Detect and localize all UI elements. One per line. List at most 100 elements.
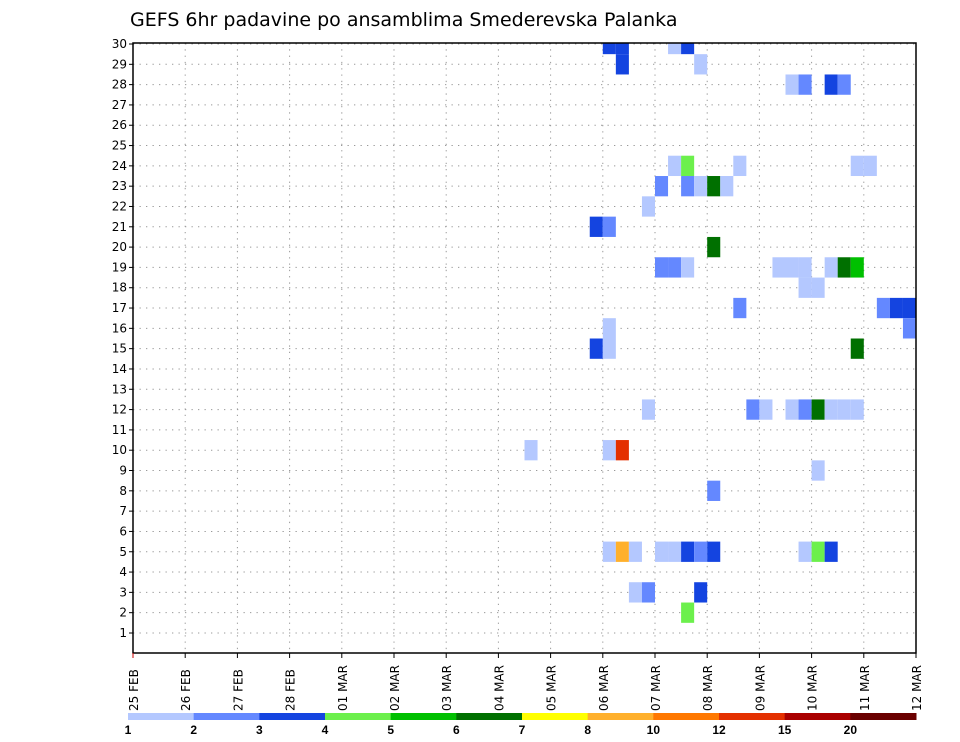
colorbar-legend: 1 2 3 4 5 6 7 8 10 12 15 20 xyxy=(125,713,917,737)
heatmap-cell xyxy=(850,257,864,278)
heatmap-cell xyxy=(694,176,708,197)
heatmap-cell xyxy=(746,399,760,420)
y-tick-label: 22 xyxy=(112,199,127,213)
y-tick-label: 12 xyxy=(112,403,127,417)
legend-swatch xyxy=(325,713,392,720)
heatmap-cell xyxy=(694,541,708,562)
y-tick-label: 23 xyxy=(112,179,127,193)
heatmap-cell xyxy=(785,399,799,420)
x-tick-label: 27 FEB xyxy=(231,669,245,711)
y-tick-label: 10 xyxy=(112,443,127,457)
y-tick-label: 27 xyxy=(112,98,127,112)
heatmap-cell xyxy=(798,74,812,95)
heatmap-cell xyxy=(824,399,838,420)
heatmap-cell xyxy=(589,216,603,237)
heatmap-cell xyxy=(681,257,695,278)
y-tick-label: 30 xyxy=(112,37,127,51)
heatmap-cell xyxy=(824,541,838,562)
y-tick-label: 24 xyxy=(112,159,127,173)
y-tick-label: 2 xyxy=(119,606,127,620)
y-tick-label: 28 xyxy=(112,78,127,92)
heatmap-cell xyxy=(785,74,799,95)
y-tick-label: 13 xyxy=(112,382,127,396)
heatmap-cell xyxy=(668,155,682,177)
heatmap-cell xyxy=(641,196,655,217)
x-tick-label: 08 MAR xyxy=(701,665,715,711)
legend-label: 20 xyxy=(844,723,858,737)
legend-swatch xyxy=(784,713,851,720)
heatmap-cell xyxy=(811,399,825,420)
heatmap-cell xyxy=(837,74,851,95)
heatmap-cell xyxy=(707,176,721,197)
legend-swatch xyxy=(193,713,260,720)
heatmap-cell xyxy=(655,541,669,562)
x-tick-label: 02 MAR xyxy=(388,665,402,711)
y-tick-label: 3 xyxy=(119,585,127,599)
heatmap-cell xyxy=(628,541,642,562)
plot-frame xyxy=(132,42,917,654)
y-tick-label: 11 xyxy=(112,423,127,437)
x-tick-label: 25 FEB xyxy=(127,669,141,711)
heatmap-cell xyxy=(655,257,669,278)
x-tick-label: 09 MAR xyxy=(753,665,767,711)
y-tick-label: 8 xyxy=(119,484,127,498)
heatmap-cell xyxy=(668,541,682,562)
legend-swatch xyxy=(259,713,326,720)
x-tick-label: 04 MAR xyxy=(492,665,506,711)
y-tick-label: 15 xyxy=(112,342,127,356)
y-tick-label: 20 xyxy=(112,240,127,254)
heatmap-cell xyxy=(681,43,695,55)
heatmap-cell xyxy=(733,297,747,319)
y-tick-label: 5 xyxy=(119,545,127,559)
y-tick-label: 25 xyxy=(112,139,127,153)
heatmap-cell xyxy=(694,54,708,75)
heatmap-cell xyxy=(798,541,812,562)
legend-swatch xyxy=(456,713,523,720)
y-tick-label: 9 xyxy=(119,464,127,478)
y-tick-label: 7 xyxy=(119,504,127,518)
x-tick-label: 01 MAR xyxy=(336,665,350,711)
heatmap-cell xyxy=(837,257,851,278)
heatmap-cell xyxy=(798,399,812,420)
y-axis: 1234567891011121314151617181920212223242… xyxy=(112,37,133,640)
y-tick-label: 26 xyxy=(112,118,127,132)
x-tick-label: 06 MAR xyxy=(597,665,611,711)
heatmap-cell xyxy=(811,460,825,481)
heatmap-cell xyxy=(824,74,838,95)
heatmap-cell xyxy=(668,257,682,278)
y-tick-label: 17 xyxy=(112,301,127,315)
x-axis: 25 FEB 26 FEB 27 FEB 28 FEB 01 MAR 02 MAR 03 M… xyxy=(127,653,924,711)
legend-label: 3 xyxy=(256,723,263,737)
grid xyxy=(133,43,916,653)
legend-swatch xyxy=(653,713,720,720)
heatmap-cell xyxy=(837,399,851,420)
y-tick-label: 1 xyxy=(119,626,127,640)
heatmap-cell xyxy=(811,541,825,562)
heatmap-cell xyxy=(694,582,708,603)
x-tick-label: 03 MAR xyxy=(440,665,454,711)
x-tick-label: 05 MAR xyxy=(545,665,559,711)
heatmap-cell xyxy=(720,176,734,197)
x-tick-label: 26 FEB xyxy=(179,669,193,711)
legend-label: 7 xyxy=(519,723,526,737)
heatmap-cell xyxy=(615,440,629,461)
legend-swatch xyxy=(522,713,589,720)
x-tick-label: 28 FEB xyxy=(284,669,298,711)
y-tick-label: 14 xyxy=(112,362,127,376)
legend-label: 6 xyxy=(453,723,460,737)
legend-label: 12 xyxy=(712,723,726,737)
legend-label: 2 xyxy=(190,723,197,737)
x-tick-label: 10 MAR xyxy=(806,665,820,711)
legend-swatch xyxy=(719,713,786,720)
heatmap-cell xyxy=(798,257,812,278)
heatmap-cell xyxy=(707,480,721,501)
x-tick-label: 11 MAR xyxy=(858,665,872,711)
y-tick-label: 19 xyxy=(112,260,127,274)
heatmap-cell xyxy=(889,297,903,319)
heatmap-cell xyxy=(876,297,890,319)
heatmap-cell xyxy=(615,43,629,55)
y-tick-label: 29 xyxy=(112,57,127,71)
y-tick-label: 6 xyxy=(119,524,127,538)
heatmap-cell xyxy=(602,338,616,359)
